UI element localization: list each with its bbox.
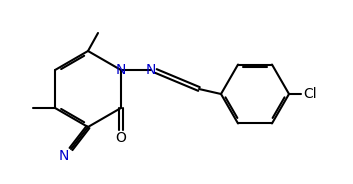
- Text: N: N: [146, 63, 156, 77]
- Text: Cl: Cl: [303, 87, 317, 101]
- Text: O: O: [115, 131, 126, 145]
- Text: N: N: [59, 149, 69, 163]
- Text: N: N: [116, 63, 126, 77]
